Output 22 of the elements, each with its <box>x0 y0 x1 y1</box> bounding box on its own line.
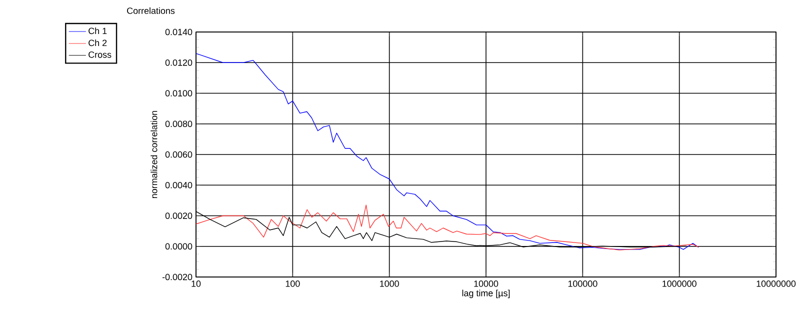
x-tick-label: 100 <box>286 280 300 287</box>
y-tick-label: 0.0000 <box>165 243 192 250</box>
y-tick-label: 0.0100 <box>165 90 192 96</box>
legend-label: Ch 2 <box>88 39 107 46</box>
y-tick-label: 0.0020 <box>165 212 192 219</box>
x-tick-label: 1000 <box>380 280 399 287</box>
chart-title: Correlations <box>127 7 175 14</box>
y-tick-label: 0.0080 <box>165 120 192 128</box>
legend-label: Cross <box>88 51 112 58</box>
y-tick-label: 0.0120 <box>165 59 192 66</box>
legend-label: Ch 1 <box>88 28 107 34</box>
y-tick-label: 0.0040 <box>165 182 192 188</box>
y-tick-label: 0.0060 <box>165 151 192 158</box>
x-tick-label: 10000 <box>474 280 498 287</box>
x-tick-label: 10000000 <box>756 280 796 287</box>
y-tick-label: -0.0020 <box>162 274 192 280</box>
x-tick-label: 100000 <box>568 280 598 287</box>
x-tick-label: 10 <box>192 280 201 287</box>
x-tick-label: 1000000 <box>662 280 696 287</box>
y-tick-label: 0.0140 <box>165 28 192 36</box>
x-axis-title: lag time [µs] <box>462 290 510 298</box>
y-axis-title: normalized correlation <box>150 111 158 198</box>
